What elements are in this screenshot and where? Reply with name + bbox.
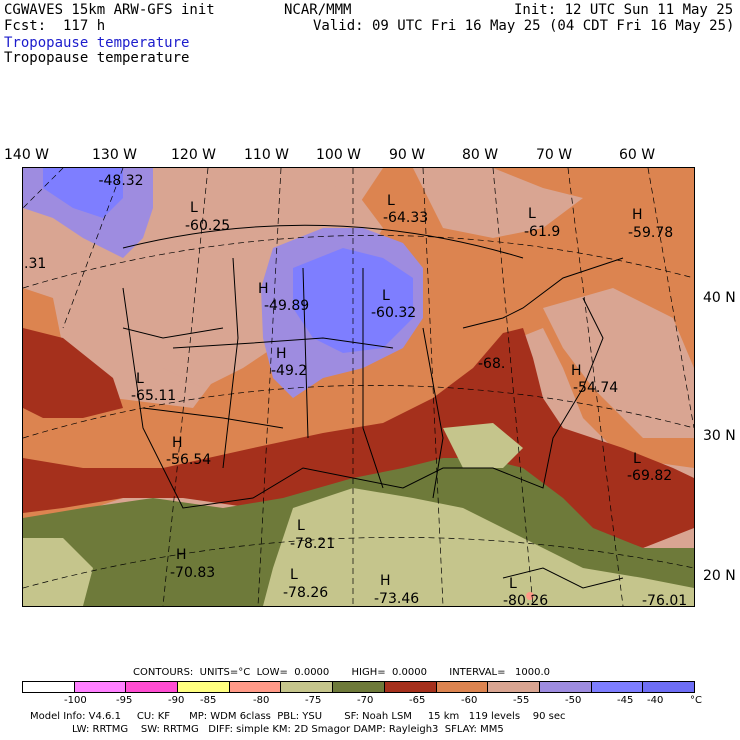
extreme-type: L xyxy=(382,288,390,304)
extreme-value: -80.26 xyxy=(503,593,549,609)
lat-label: 30 N xyxy=(703,428,736,444)
colorbar-label: -60 xyxy=(461,695,478,706)
init-time: Init: 12 UTC Sun 11 May 25 xyxy=(514,2,734,18)
extreme-value: -68. xyxy=(478,356,506,372)
extreme-value: -70.83 xyxy=(170,565,216,581)
extreme-type: H xyxy=(276,346,287,362)
colorbar-label: -90 xyxy=(168,695,185,706)
field-region-dark-red xyxy=(23,328,123,418)
extreme-value: -65.11 xyxy=(131,388,177,404)
extreme-type: L xyxy=(297,518,305,534)
tropopause-temperature-map xyxy=(22,167,695,607)
footer-model-info: Model Info: V4.6.1 CU: KF MP: WDM 6class… xyxy=(30,711,566,722)
model-title: CGWAVES 15km ARW-GFS init xyxy=(4,2,215,18)
colorbar-label: -50 xyxy=(565,695,582,706)
colorbar-label: -75 xyxy=(305,695,322,706)
colorbar-swatch xyxy=(178,682,230,692)
colorbar-swatch xyxy=(643,682,694,692)
colorbar-label: -40 xyxy=(647,695,664,706)
colorbar-label: -55 xyxy=(513,695,530,706)
lon-label: 100 W xyxy=(316,147,362,163)
colorbar-swatch xyxy=(539,682,592,692)
extreme-value: -69.82 xyxy=(627,468,673,484)
colorbar xyxy=(22,681,695,693)
extreme-type: L xyxy=(633,451,641,467)
extreme-type: H xyxy=(176,547,187,563)
lon-label: 120 W xyxy=(171,147,217,163)
colorbar-swatch xyxy=(384,682,437,692)
extreme-value: -49.89 xyxy=(264,298,310,314)
colorbar-swatch xyxy=(281,682,334,692)
colorbar-label: -85 xyxy=(200,695,217,706)
colorbar-swatch xyxy=(333,682,385,692)
extreme-value: -78.26 xyxy=(283,585,329,601)
lon-label: 130 W xyxy=(92,147,138,163)
extreme-value: -78.21 xyxy=(290,536,336,552)
colorbar-label: -80 xyxy=(253,695,270,706)
field-region-khaki xyxy=(263,488,694,606)
valid-time: Valid: 09 UTC Fri 16 May 25 (04 CDT Fri … xyxy=(313,18,735,34)
lon-label: 90 W xyxy=(389,147,426,163)
field-region-pink xyxy=(543,288,694,438)
center-name: NCAR/MMM xyxy=(284,2,352,18)
lat-label: 20 N xyxy=(703,568,736,584)
colorbar-swatch xyxy=(74,682,127,692)
field-title-shaded: Tropopause temperature xyxy=(4,35,190,51)
extreme-value: -60.32 xyxy=(371,305,417,321)
extreme-value: -56.54 xyxy=(166,452,212,468)
lat-label: 40 N xyxy=(703,290,736,306)
extreme-value: -73.46 xyxy=(374,591,420,607)
colorbar-swatch xyxy=(436,682,489,692)
extreme-value: -76.01 xyxy=(642,593,688,609)
political-boundaries xyxy=(122,224,624,589)
extreme-type: H xyxy=(172,435,183,451)
colorbar-label: -45 xyxy=(617,695,634,706)
extreme-value: .31 xyxy=(24,256,47,272)
graticule xyxy=(23,168,694,606)
extreme-value: -64.33 xyxy=(383,210,429,226)
field-region-khaki xyxy=(23,538,93,606)
extreme-marker: -48.32 xyxy=(98,173,144,189)
lon-label: 60 W xyxy=(619,147,656,163)
extreme-type: L xyxy=(509,576,517,592)
lon-label: 70 W xyxy=(536,147,573,163)
forecast-hour: Fcst: 117 h xyxy=(4,18,106,34)
extreme-value: -61.9 xyxy=(524,224,561,240)
field-region-khaki xyxy=(443,423,523,468)
colorbar-label: -95 xyxy=(116,695,133,706)
colorbar-label: -65 xyxy=(409,695,426,706)
field-region-blue xyxy=(43,168,123,218)
extreme-value: -59.78 xyxy=(628,225,674,241)
extreme-type: H xyxy=(380,573,391,589)
colorbar-label: -100 xyxy=(64,695,87,706)
extreme-type: L xyxy=(528,206,536,222)
extreme-type: L xyxy=(387,193,395,209)
colorbar-label: °C xyxy=(690,695,702,706)
colorbar-swatch xyxy=(229,682,282,692)
lon-label: 140 W xyxy=(4,147,50,163)
colorbar-swatch xyxy=(126,682,179,692)
field-region-pink xyxy=(413,168,583,238)
lon-label: 80 W xyxy=(462,147,499,163)
extreme-value: -60.25 xyxy=(185,218,231,234)
colorbar-swatch xyxy=(591,682,644,692)
extreme-type: H xyxy=(632,207,643,223)
colorbar-swatch xyxy=(23,682,75,692)
footer-physics-info: LW: RRTMG SW: RRTMG DIFF: simple KM: 2D … xyxy=(72,724,504,735)
extreme-type: H xyxy=(258,281,269,297)
field-title: Tropopause temperature xyxy=(4,50,190,66)
map-canvas xyxy=(23,168,694,606)
lon-label: 110 W xyxy=(244,147,290,163)
extreme-type: H xyxy=(571,363,582,379)
extreme-type: L xyxy=(190,200,198,216)
field-region-dark-red xyxy=(23,328,694,548)
colorbar-swatch xyxy=(488,682,540,692)
contours-info: CONTOURS: UNITS=°C LOW= 0.0000 HIGH= 0.0… xyxy=(133,667,551,678)
extreme-type: L xyxy=(136,371,144,387)
extreme-type: L xyxy=(290,567,298,583)
extreme-value: -49.2 xyxy=(271,363,308,379)
colorbar-label: -70 xyxy=(357,695,374,706)
extreme-value: -54.74 xyxy=(573,380,619,396)
